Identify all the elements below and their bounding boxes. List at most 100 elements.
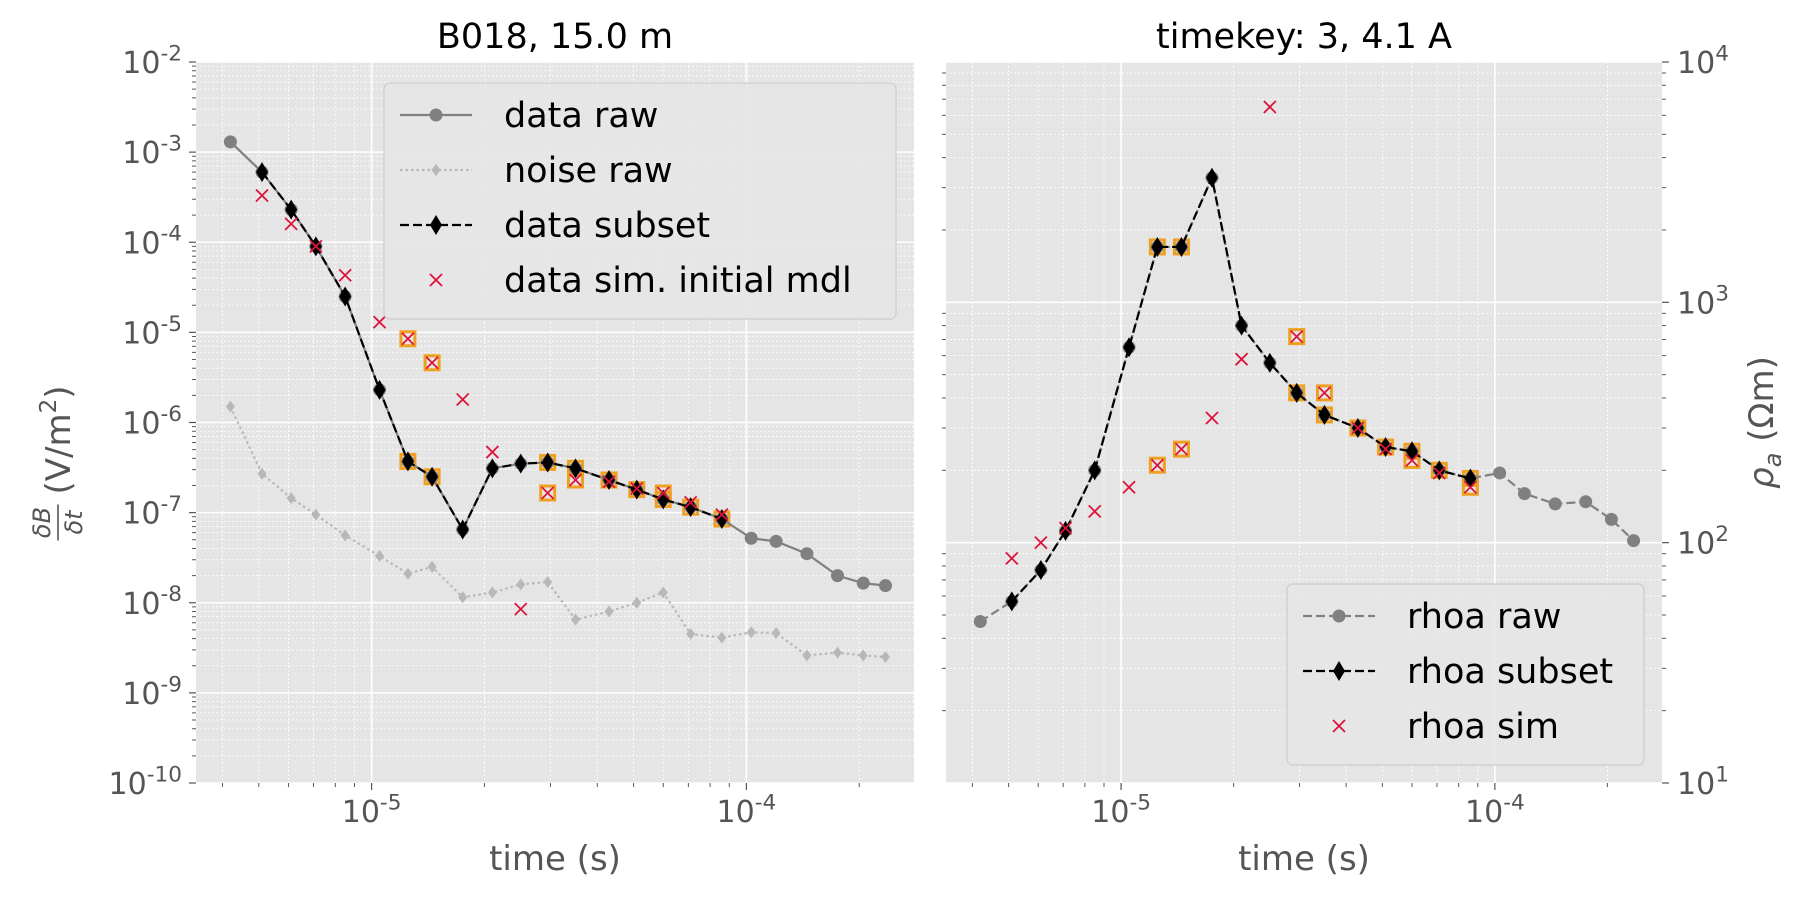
highlight-square bbox=[539, 484, 557, 502]
data-point bbox=[830, 569, 844, 583]
legend-item: data raw bbox=[400, 96, 658, 136]
data-point bbox=[456, 519, 469, 540]
series-rhoa-subset bbox=[1005, 167, 1477, 612]
data-point bbox=[338, 268, 352, 282]
data-point bbox=[858, 649, 868, 662]
series-line bbox=[229, 406, 886, 659]
data-point bbox=[541, 452, 554, 473]
data-point bbox=[427, 560, 437, 573]
data-point bbox=[1175, 236, 1188, 257]
data-point bbox=[1263, 100, 1277, 114]
y-axis-label-unit: (V/m2) bbox=[36, 385, 79, 494]
data-point bbox=[1151, 236, 1164, 257]
data-point bbox=[632, 596, 642, 609]
legend-label: data subset bbox=[504, 206, 710, 246]
data-point bbox=[1493, 466, 1507, 480]
data-point bbox=[340, 529, 350, 542]
data-point bbox=[569, 458, 582, 479]
data-point bbox=[656, 486, 670, 500]
data-point bbox=[1318, 404, 1331, 425]
y-tick-label: 101 bbox=[1677, 762, 1729, 802]
data-point bbox=[1205, 167, 1218, 188]
series-data-subset bbox=[255, 162, 728, 540]
data-point bbox=[880, 651, 890, 664]
legend-marker bbox=[429, 273, 443, 287]
data-point bbox=[684, 497, 697, 518]
data-point bbox=[1034, 559, 1047, 580]
data-point bbox=[1290, 382, 1303, 403]
legend-marker bbox=[429, 108, 443, 122]
data-point bbox=[1058, 521, 1073, 535]
data-point bbox=[541, 486, 555, 500]
y-tick-label: 10-3 bbox=[122, 132, 182, 172]
data-point bbox=[717, 631, 727, 644]
y-axis-label: δB δt (V/m2) bbox=[28, 385, 88, 541]
legend-label: noise raw bbox=[504, 151, 673, 191]
x-axis-label: time (s) bbox=[489, 839, 621, 879]
data-point bbox=[571, 613, 581, 626]
data-point bbox=[568, 473, 583, 487]
data-point bbox=[486, 458, 499, 479]
series-noise-raw bbox=[225, 400, 890, 664]
y-tick-label: 10-9 bbox=[122, 672, 182, 712]
series-data-sim-initial-mdl bbox=[255, 188, 729, 616]
data-point bbox=[485, 445, 500, 459]
data-point bbox=[1205, 411, 1219, 425]
highlight-square bbox=[1148, 456, 1166, 474]
x-tick-label: 10-4 bbox=[717, 790, 777, 830]
data-point bbox=[223, 135, 237, 149]
data-point bbox=[458, 591, 468, 604]
data-point bbox=[1432, 466, 1446, 480]
x-tick-label: 10-5 bbox=[1091, 790, 1151, 830]
legend-frame bbox=[383, 82, 897, 320]
data-point bbox=[1579, 495, 1593, 509]
data-point bbox=[401, 451, 414, 472]
legend-marker bbox=[1333, 661, 1345, 681]
highlight-square bbox=[423, 354, 441, 372]
legend-label: rhoa sim bbox=[1407, 707, 1559, 747]
data-point bbox=[425, 356, 439, 370]
data-point bbox=[286, 492, 296, 505]
legend-label: rhoa raw bbox=[1407, 597, 1561, 637]
legend-label: data raw bbox=[504, 96, 658, 136]
legend-label: data sim. initial mdl bbox=[504, 261, 852, 301]
legend-marker bbox=[1332, 719, 1346, 733]
left-plot-panel: 10-5 10-4 10-10 10-9 10-8 10-7 10-6 10-5 10-4 10-… bbox=[28, 17, 914, 879]
data-point bbox=[516, 578, 526, 591]
y-tick-label: 102 bbox=[1677, 522, 1729, 562]
data-point bbox=[543, 575, 553, 588]
y-axis-label-denominator: δt bbox=[60, 509, 88, 535]
data-point bbox=[1378, 442, 1393, 456]
highlight-square bbox=[1315, 384, 1333, 402]
data-point bbox=[257, 467, 267, 480]
data-point bbox=[285, 199, 298, 220]
data-point bbox=[1351, 421, 1365, 435]
data-point bbox=[255, 162, 268, 183]
y-axis-label: ρa (Ωm) bbox=[1742, 356, 1787, 489]
y-tick-label: 10-2 bbox=[122, 41, 182, 81]
data-point bbox=[1263, 352, 1276, 373]
x-axis-label: time (s) bbox=[1238, 839, 1370, 879]
data-point bbox=[1174, 442, 1189, 456]
data-point bbox=[1005, 591, 1018, 612]
data-point bbox=[802, 649, 812, 662]
data-point bbox=[1235, 315, 1248, 336]
data-point bbox=[746, 626, 756, 639]
legend-item: data sim. initial mdl bbox=[429, 261, 852, 301]
y-tick-label: 10-8 bbox=[122, 582, 182, 622]
data-point bbox=[1627, 534, 1641, 548]
data-point bbox=[1405, 453, 1419, 468]
data-point bbox=[630, 481, 644, 496]
data-point bbox=[744, 531, 758, 545]
data-point bbox=[373, 379, 386, 400]
legend-marker bbox=[431, 164, 441, 176]
legend-marker bbox=[1332, 609, 1346, 623]
data-point bbox=[1604, 512, 1618, 526]
data-point bbox=[426, 466, 439, 487]
y-tick-label: 103 bbox=[1677, 282, 1729, 322]
data-point bbox=[255, 188, 269, 203]
data-point bbox=[602, 475, 616, 489]
y-axis-label-numerator: δB bbox=[28, 507, 56, 538]
data-point bbox=[604, 605, 614, 618]
